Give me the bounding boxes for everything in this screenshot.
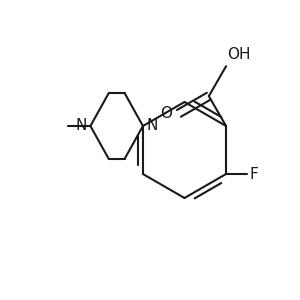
Text: O: O <box>160 106 172 121</box>
Text: F: F <box>250 167 258 182</box>
Text: OH: OH <box>228 47 251 62</box>
Text: N: N <box>146 118 158 134</box>
Text: N: N <box>76 118 87 134</box>
